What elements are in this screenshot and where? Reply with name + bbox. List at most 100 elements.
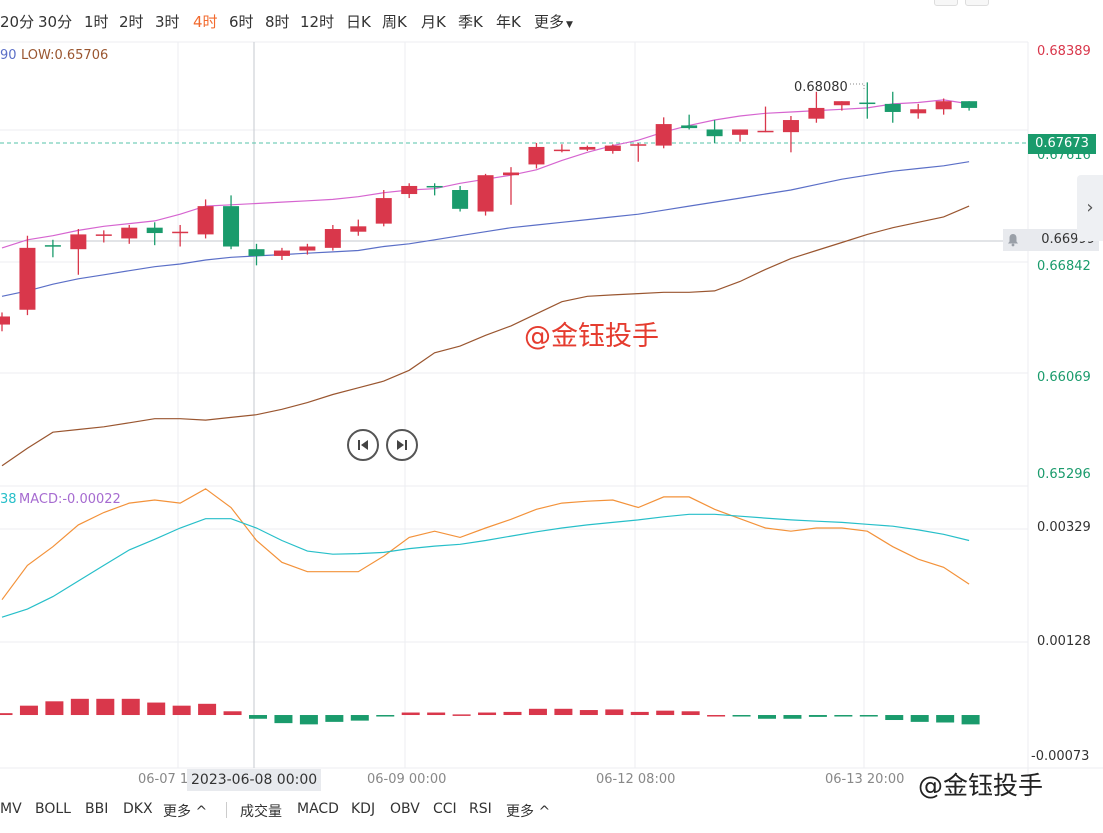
toolbar-button-top-4[interactable] [1068,0,1086,6]
macd-bar-21 [528,708,547,716]
macd-bar-22 [554,708,573,716]
macd-bar-31 [783,715,802,719]
indicator-left-0[interactable]: MV [0,801,22,817]
indicator-separator [226,802,227,818]
macd-bar-34 [859,715,878,717]
candle-body-3 [70,234,87,250]
timeframe-tab-3[interactable]: 2时 [119,13,144,31]
candle-21 [528,142,545,169]
toolbar-button-top-2[interactable] [965,0,989,6]
x-label-1: 06-09 00:00 [367,772,447,787]
macd-bar-7 [172,705,191,716]
macd-bar-8 [198,703,217,716]
chart-canvas[interactable] [0,40,1103,800]
step-back-button[interactable] [347,429,379,461]
candle-16 [401,183,418,199]
candle-10 [248,243,265,266]
toolbar-button-top-3[interactable] [1035,0,1053,6]
macd-bar-9 [223,711,242,716]
candle-body-10 [248,249,265,256]
step-forward-button[interactable] [386,429,418,461]
macd-bar-10 [249,715,267,719]
timeframe-tab-11[interactable]: 月K [421,13,446,31]
candle-body-38 [961,101,978,108]
macd-dea-line [1,513,970,618]
timeframe-tab-5[interactable]: 4时 [193,13,218,31]
timeframe-tab-14[interactable]: 更多 ▼ [534,13,573,31]
indicator-right-3[interactable]: OBV [390,801,420,817]
indicator-right-5[interactable]: RSI [469,801,492,817]
macd-bar-29 [732,715,751,717]
candle-body-35 [884,103,901,112]
candle-19 [477,173,494,216]
macd-axis-label-2: -0.00073 [1031,749,1090,764]
candle-body-33 [833,101,850,106]
chevron-down-icon: ▼ [566,20,573,30]
candle-body-30 [757,130,774,133]
price-label-4: 0.65296 [1037,467,1091,482]
macd-bar-5 [121,698,140,716]
timeframe-tab-9[interactable]: 日K [346,13,371,31]
timeframe-tab-1[interactable]: 30分 [38,13,73,31]
macd-bar-2 [45,701,64,716]
timeframe-tab-8[interactable]: 12时 [300,13,335,31]
candle-body-7 [172,231,189,234]
indicator-left-2[interactable]: BBI [85,801,109,817]
candle-body-17 [426,185,443,188]
timeframe-tab-7[interactable]: 8时 [265,13,290,31]
candle-body-6 [146,227,163,234]
price-label-2: 0.66842 [1037,259,1091,274]
timeframe-tab-13[interactable]: 年K [496,13,521,31]
candle-15 [375,190,392,227]
indicator-left-1[interactable]: BOLL [35,801,71,817]
macd-bar-24 [605,709,624,716]
timeframe-tab-0[interactable]: 20分 [0,13,35,31]
candle-24 [604,144,621,154]
candle-29 [732,129,749,142]
candle-14 [350,219,367,236]
candle-31 [782,116,799,153]
macd-bar-6 [147,702,166,716]
candle-body-31 [782,120,799,133]
macd-bar-27 [681,711,700,716]
timeframe-tab-10[interactable]: 周K [382,13,407,31]
candle-body-16 [401,185,418,195]
macd-bar-17 [427,712,446,716]
candle-6 [146,222,163,246]
candle-body-29 [732,129,749,135]
candle-body-18 [452,190,469,209]
macd-bar-0 [0,713,13,716]
bell-icon[interactable] [1006,233,1020,247]
candle-body-15 [375,198,392,224]
candle-32 [808,91,825,123]
macd-bar-36 [910,715,929,722]
timeframe-tab-6[interactable]: 6时 [229,13,254,31]
candle-26 [655,117,672,149]
indicator-right-4[interactable]: CCI [433,801,457,817]
timeframe-tab-4[interactable]: 3时 [155,13,180,31]
candle-body-2 [44,245,61,247]
indicator-right-0[interactable]: 成交量 [240,804,282,820]
indicator-right-2[interactable]: KDJ [351,801,376,817]
candle-body-22 [553,149,570,152]
macd-bar-25 [630,711,649,716]
macd-bar-4 [96,698,115,716]
macd-bar-37 [936,715,955,723]
timeframe-tab-2[interactable]: 1时 [84,13,109,31]
macd-bar-11 [274,715,293,724]
candle-body-25 [630,144,647,146]
step-back-icon [358,440,368,450]
candle-37 [935,98,952,115]
indicator-right-6[interactable]: 更多 ^ [506,804,551,820]
candle-body-4 [95,234,112,236]
candle-body-24 [604,145,621,151]
crosshair [0,42,1028,768]
macd-bar-33 [834,715,853,717]
timeframe-tab-12[interactable]: 季K [458,13,483,31]
toolbar-button-top-1[interactable] [934,0,958,6]
chevron-right-icon[interactable]: › [1077,175,1103,241]
indicator-left-3[interactable]: DKX [123,801,153,817]
timeframe-toolbar: 20分 30分 1时 2时 3时 4时 6时 8时 12时 日K 周K 月K 季K 年K 更多 ▼ [0,0,1103,40]
indicator-left-4[interactable]: 更多 ^ [163,804,208,820]
indicator-right-1[interactable]: MACD [297,801,339,817]
